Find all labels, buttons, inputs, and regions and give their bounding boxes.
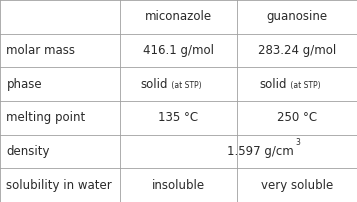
Text: 135 °C: 135 °C xyxy=(159,111,198,124)
Text: guanosine: guanosine xyxy=(267,10,328,23)
Text: solid: solid xyxy=(259,78,286,91)
Text: very soluble: very soluble xyxy=(261,179,333,192)
Text: melting point: melting point xyxy=(6,111,86,124)
Text: 3: 3 xyxy=(296,138,300,147)
Text: 1.597 g/cm: 1.597 g/cm xyxy=(227,145,293,158)
Text: solubility in water: solubility in water xyxy=(6,179,112,192)
Text: density: density xyxy=(6,145,50,158)
Text: solid: solid xyxy=(140,78,168,91)
Text: molar mass: molar mass xyxy=(6,44,75,57)
Text: phase: phase xyxy=(6,78,42,91)
Text: 250 °C: 250 °C xyxy=(277,111,317,124)
Text: 283.24 g/mol: 283.24 g/mol xyxy=(258,44,336,57)
Text: insoluble: insoluble xyxy=(152,179,205,192)
Text: (at STP): (at STP) xyxy=(169,81,201,90)
Text: 416.1 g/mol: 416.1 g/mol xyxy=(143,44,214,57)
Text: (at STP): (at STP) xyxy=(288,81,320,90)
Text: miconazole: miconazole xyxy=(145,10,212,23)
